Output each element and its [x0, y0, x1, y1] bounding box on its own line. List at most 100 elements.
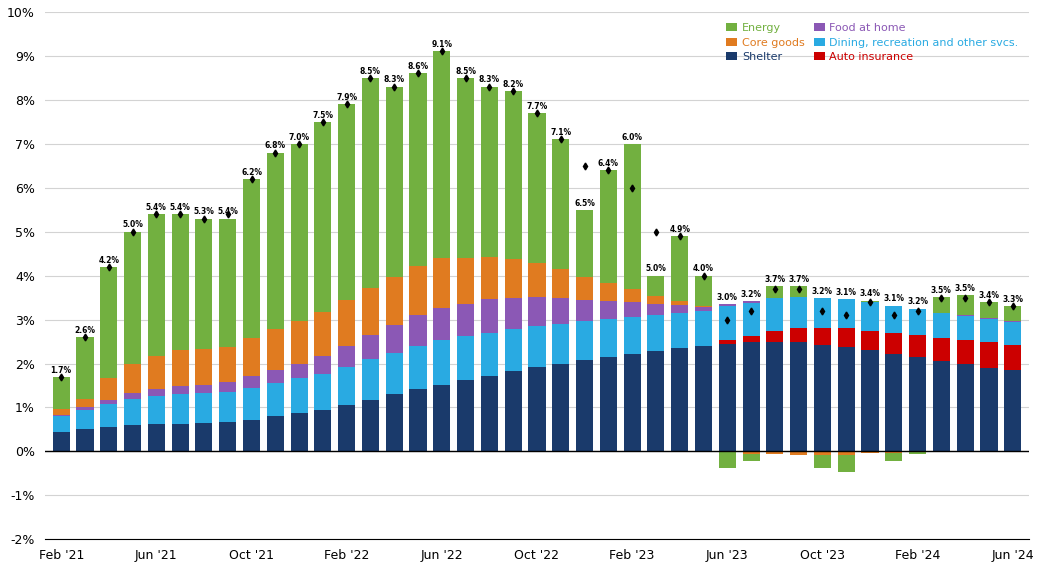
Bar [243, 420, 260, 451]
Legend: Energy, Core goods, Shelter, Food at home, Dining, recreation and other svcs., A: Energy, Core goods, Shelter, Food at hom… [720, 18, 1024, 68]
Bar [52, 417, 70, 432]
Bar [718, 340, 736, 344]
Text: 6.8%: 6.8% [265, 141, 286, 150]
Bar [290, 364, 308, 378]
Bar [504, 91, 522, 259]
Text: 7.1%: 7.1% [550, 128, 571, 137]
Bar [124, 425, 141, 451]
Bar [909, 335, 926, 357]
Bar [647, 296, 664, 304]
Bar [885, 451, 902, 453]
Bar [457, 380, 474, 451]
Bar [243, 337, 260, 376]
Text: 4.0%: 4.0% [693, 265, 714, 274]
Bar [790, 328, 807, 343]
Bar [790, 297, 807, 328]
Bar [290, 144, 308, 321]
Bar [623, 289, 641, 303]
Bar [362, 78, 379, 287]
Bar [742, 451, 760, 453]
Bar [766, 286, 783, 298]
Bar [885, 333, 902, 354]
Text: 6.2%: 6.2% [241, 168, 262, 177]
Bar [219, 218, 236, 347]
Text: 8.5%: 8.5% [455, 67, 476, 76]
Bar [909, 451, 926, 452]
Bar [861, 300, 879, 302]
Bar [76, 410, 94, 428]
Bar [76, 337, 94, 399]
Bar [433, 340, 450, 385]
Bar [148, 389, 165, 395]
Text: 3.5%: 3.5% [931, 286, 952, 295]
Bar [148, 424, 165, 451]
Bar [718, 304, 736, 306]
Bar [576, 210, 593, 277]
Bar [909, 357, 926, 451]
Bar [980, 368, 998, 451]
Bar [814, 345, 831, 451]
Bar [766, 451, 783, 454]
Bar [528, 263, 546, 297]
Bar [528, 113, 546, 263]
Bar [195, 218, 213, 349]
Bar [861, 331, 879, 351]
Bar [980, 302, 998, 318]
Bar [290, 413, 308, 451]
Bar [933, 313, 950, 339]
Text: 2.6%: 2.6% [74, 326, 95, 335]
Bar [956, 340, 974, 364]
Bar [171, 424, 189, 451]
Bar [671, 305, 688, 312]
Bar [338, 104, 355, 300]
Bar [552, 298, 569, 324]
Bar [837, 347, 855, 451]
Bar [433, 385, 450, 451]
Bar [956, 316, 974, 340]
Bar [742, 343, 760, 451]
Bar [504, 298, 522, 329]
Bar [909, 308, 926, 335]
Text: 6.5%: 6.5% [574, 199, 595, 208]
Bar [980, 319, 998, 343]
Bar [148, 356, 165, 389]
Bar [52, 432, 70, 451]
Bar [980, 343, 998, 368]
Bar [933, 361, 950, 451]
Bar [385, 325, 403, 353]
Bar [623, 144, 641, 289]
Bar [647, 275, 664, 296]
Bar [742, 301, 760, 303]
Bar [1004, 306, 1021, 321]
Bar [504, 259, 522, 298]
Bar [600, 283, 617, 301]
Bar [219, 422, 236, 451]
Bar [528, 297, 546, 326]
Bar [814, 298, 831, 328]
Bar [124, 393, 141, 399]
Bar [552, 270, 569, 298]
Bar [647, 315, 664, 351]
Bar [766, 299, 783, 331]
Bar [790, 343, 807, 451]
Text: 3.4%: 3.4% [859, 290, 880, 299]
Bar [956, 295, 974, 315]
Bar [362, 287, 379, 335]
Bar [195, 393, 213, 423]
Bar [243, 387, 260, 420]
Bar [124, 399, 141, 425]
Bar [837, 455, 855, 472]
Bar [861, 302, 879, 331]
Bar [100, 404, 117, 427]
Bar [481, 257, 498, 299]
Bar [148, 214, 165, 356]
Bar [100, 399, 117, 404]
Bar [290, 321, 308, 364]
Bar [766, 331, 783, 341]
Bar [623, 316, 641, 354]
Text: 3.0%: 3.0% [717, 292, 738, 302]
Bar [671, 301, 688, 305]
Bar [195, 423, 213, 451]
Bar [100, 267, 117, 378]
Bar [885, 306, 902, 333]
